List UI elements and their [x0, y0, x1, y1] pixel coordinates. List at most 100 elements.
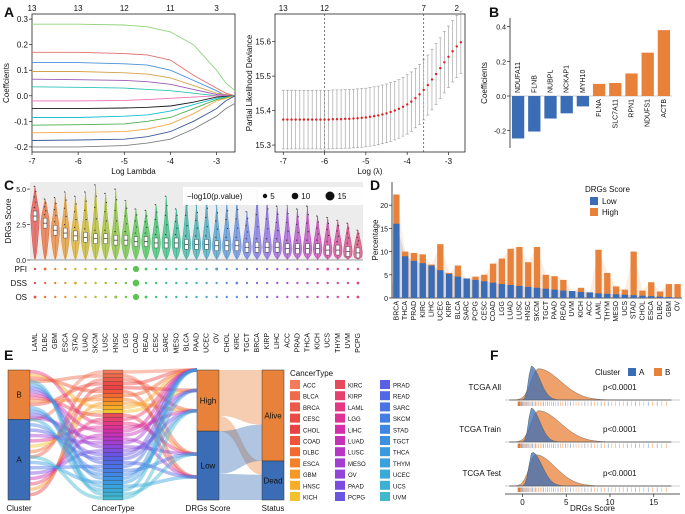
outlier-point [126, 207, 128, 209]
violin-shape [272, 206, 282, 260]
pvalue-dot [64, 281, 67, 285]
cluster-flow [29, 378, 104, 459]
gene-label: NDUFA11 [515, 62, 522, 93]
high-score-bar [498, 258, 506, 298]
low-score-bar [428, 265, 435, 298]
outlier-point [306, 222, 308, 224]
cluster-node-label: A [16, 456, 22, 465]
legend-title: CancerType [290, 369, 334, 378]
violin-shape [181, 194, 191, 260]
coefficient-bar [641, 52, 654, 96]
outlier-point [63, 223, 66, 226]
outlier-point [195, 235, 197, 237]
cancer-type-label: STAD [631, 301, 638, 319]
y-tick-label: 15 [380, 226, 388, 233]
legend-swatch [380, 391, 390, 401]
density-curve-a [509, 407, 672, 443]
outlier-point [287, 230, 289, 232]
panel-label-a: A [4, 4, 14, 20]
low-score-bar [402, 256, 409, 298]
legend-label: High [602, 208, 618, 217]
coefficient-bar [576, 96, 590, 107]
cancer-type-node [102, 377, 124, 382]
pvalue-dot [74, 267, 77, 271]
outlier-point [55, 215, 57, 217]
legend-swatch [380, 447, 390, 457]
cancer-type-label: LIHC [429, 301, 436, 317]
deviance-point [405, 103, 409, 106]
cancer-type-label: LGG [499, 301, 506, 316]
deviance-point [368, 115, 372, 119]
cancer-type-node [102, 432, 124, 438]
low-score-bar [586, 292, 593, 298]
outlier-point [348, 227, 350, 229]
cancer-type-label: PRAD [294, 333, 301, 352]
pvalue-dot [245, 281, 249, 285]
cancer-flow [122, 385, 198, 393]
top-count-label: 13 [279, 4, 288, 13]
cancer-type-node [102, 472, 124, 477]
pvalue-dot [326, 295, 329, 299]
pvalue-dot [286, 295, 289, 299]
outlier-point [84, 209, 86, 211]
violin-shape [333, 220, 343, 260]
cancer-type-label: KIRP [446, 301, 453, 318]
outlier-point [85, 200, 87, 202]
y-tick-label: 0 [384, 296, 388, 303]
outlier-point [174, 208, 177, 210]
cluster-flow [29, 389, 104, 449]
legend-swatch [335, 413, 345, 423]
cancer-type-label: BRCA [254, 333, 261, 353]
coefficient-path-line [31, 86, 235, 97]
cancer-flow [122, 397, 198, 456]
plot-frame [31, 13, 236, 153]
outlier-point [195, 219, 197, 221]
pvalue-dot [306, 267, 309, 271]
coefficient-path-line [32, 95, 236, 110]
coefficient-bar [560, 96, 573, 114]
legend-label: PAAD [348, 484, 365, 490]
deviance-point [459, 41, 463, 44]
outlier-point [43, 198, 45, 200]
high-score-bar [595, 249, 602, 298]
outlier-point [63, 191, 66, 193]
deviance-point [393, 109, 396, 112]
cancer-type-node [102, 476, 124, 481]
outlier-point [166, 205, 168, 207]
outlier-point [164, 233, 167, 236]
low-score-bar [533, 287, 541, 298]
outlier-point [74, 226, 76, 228]
pvalue-dot [195, 295, 198, 299]
cancer-type-node [102, 385, 124, 390]
cancer-type-label: UVM [345, 333, 352, 349]
outlier-point [316, 239, 318, 241]
low-score-bar [454, 276, 462, 298]
cluster-flow [29, 409, 104, 473]
density-curve-a [509, 452, 672, 487]
pvalue-dot [306, 281, 309, 285]
cluster-flow [29, 385, 104, 497]
cancer-type-label: TGCT [543, 300, 550, 320]
cancer-type-label: LUAD [508, 301, 515, 320]
y-tick-label: 0.0 [496, 94, 506, 101]
coefficient-path-line [31, 78, 236, 97]
low-score-bar [472, 279, 479, 298]
cancer-type-label: ACC [284, 333, 291, 348]
high-score-bar [507, 248, 514, 298]
pvalue-dot [185, 295, 188, 299]
legend-swatch [290, 492, 300, 501]
outlier-point [196, 211, 198, 214]
coefficient-path-line [32, 71, 236, 97]
cancer-flow [122, 374, 198, 456]
cancer-type-label: CHOL [639, 301, 646, 321]
cancer-flow [122, 408, 198, 429]
cluster-flow [29, 401, 104, 492]
outlier-point [114, 231, 116, 233]
x-tick-label: -5 [362, 157, 370, 166]
x-tick-label: -6 [321, 157, 329, 166]
top-count-label: 3 [214, 4, 219, 13]
legend-swatch [290, 402, 300, 412]
violin-shape [60, 191, 70, 260]
cancer-type-label: HNSC [525, 301, 532, 321]
y-tick-label: 0.0 [17, 92, 29, 101]
